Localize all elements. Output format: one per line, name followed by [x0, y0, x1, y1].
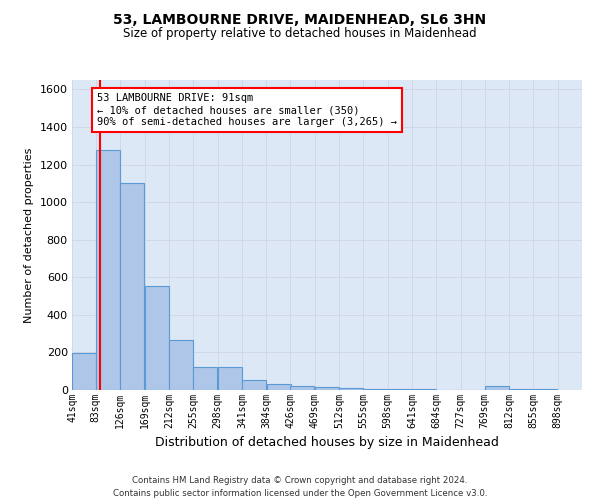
- Bar: [364, 389, 388, 390]
- Bar: [193, 368, 217, 390]
- Text: Contains HM Land Registry data © Crown copyright and database right 2024.
Contai: Contains HM Land Registry data © Crown c…: [113, 476, 487, 498]
- Bar: [509, 389, 533, 390]
- Bar: [96, 150, 120, 390]
- Text: 53 LAMBOURNE DRIVE: 91sqm
← 10% of detached houses are smaller (350)
90% of semi: 53 LAMBOURNE DRIVE: 91sqm ← 10% of detac…: [97, 94, 397, 126]
- Bar: [533, 389, 557, 390]
- Text: 53, LAMBOURNE DRIVE, MAIDENHEAD, SL6 3HN: 53, LAMBOURNE DRIVE, MAIDENHEAD, SL6 3HN: [113, 12, 487, 26]
- Bar: [388, 389, 412, 390]
- Bar: [169, 340, 193, 390]
- Bar: [72, 354, 96, 390]
- Bar: [218, 368, 242, 390]
- Bar: [412, 389, 436, 390]
- Bar: [266, 384, 290, 390]
- Bar: [290, 386, 314, 390]
- Bar: [242, 380, 266, 390]
- Bar: [145, 286, 169, 390]
- Bar: [315, 387, 338, 390]
- Bar: [121, 184, 145, 390]
- Bar: [485, 386, 509, 390]
- Text: Size of property relative to detached houses in Maidenhead: Size of property relative to detached ho…: [123, 28, 477, 40]
- Y-axis label: Number of detached properties: Number of detached properties: [24, 148, 34, 322]
- Bar: [339, 388, 363, 390]
- X-axis label: Distribution of detached houses by size in Maidenhead: Distribution of detached houses by size …: [155, 436, 499, 450]
